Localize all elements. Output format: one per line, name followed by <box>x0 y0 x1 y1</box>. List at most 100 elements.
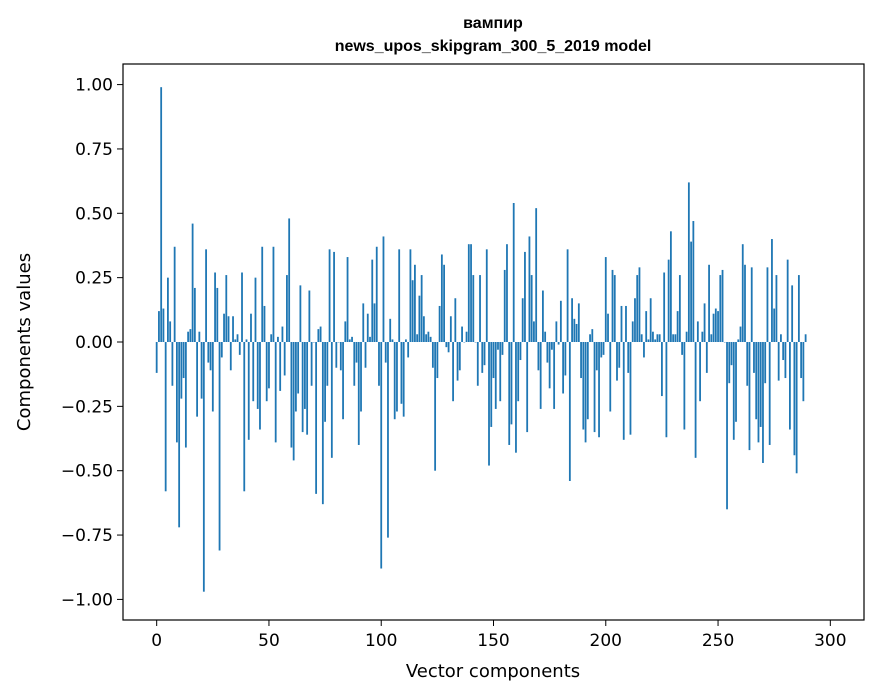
bar <box>295 342 297 412</box>
bar <box>515 342 517 453</box>
bar <box>488 342 490 466</box>
bar <box>232 316 234 342</box>
bar <box>405 339 407 342</box>
bar <box>802 342 805 402</box>
bar <box>640 334 643 342</box>
bar <box>533 321 535 342</box>
bar <box>250 313 252 342</box>
bar <box>737 339 740 342</box>
bar <box>636 275 639 342</box>
bar <box>335 342 338 368</box>
bar <box>499 342 502 402</box>
bar <box>564 342 567 376</box>
bar <box>683 342 686 430</box>
bar <box>573 318 576 342</box>
bar <box>364 342 367 368</box>
bar <box>528 236 531 342</box>
x-tick-label: 300 <box>814 631 846 651</box>
bar <box>667 259 670 342</box>
bar <box>730 342 733 366</box>
bar <box>236 334 239 342</box>
bar <box>456 342 459 381</box>
bar <box>193 287 196 342</box>
x-tick-label: 200 <box>590 631 622 651</box>
bar <box>645 311 648 342</box>
bar <box>447 342 450 353</box>
bar <box>795 342 798 474</box>
bar <box>344 321 347 342</box>
bar <box>418 295 421 342</box>
bar <box>434 342 437 471</box>
bar <box>443 264 445 342</box>
bar <box>753 342 755 373</box>
chart-subtitle: news_upos_skipgram_300_5_2019 model <box>335 38 652 55</box>
bar <box>717 311 719 342</box>
bar <box>586 342 589 420</box>
bar <box>681 342 684 355</box>
bar <box>490 342 493 427</box>
bar <box>277 336 279 342</box>
bar <box>261 246 264 342</box>
bar <box>366 313 369 342</box>
bar <box>506 244 508 342</box>
bar <box>436 342 439 379</box>
bar <box>479 275 481 342</box>
bar <box>703 303 706 342</box>
bar <box>324 342 326 422</box>
bar <box>440 254 443 342</box>
bar <box>225 275 228 342</box>
bar <box>524 251 526 342</box>
bar <box>454 298 457 342</box>
bar <box>321 342 324 505</box>
bar <box>348 339 351 342</box>
y-tick-label: 0.25 <box>75 269 113 289</box>
x-tick-label: 150 <box>477 631 509 651</box>
bar <box>189 329 192 342</box>
bar <box>308 290 311 342</box>
bar <box>198 331 201 342</box>
bar <box>182 342 185 379</box>
bar <box>544 331 547 342</box>
bar <box>741 244 744 342</box>
bar <box>699 342 701 402</box>
bar <box>357 342 360 445</box>
bar <box>283 342 286 376</box>
bar <box>692 221 695 342</box>
bar <box>744 264 746 342</box>
bar <box>391 339 394 342</box>
bar <box>263 305 266 342</box>
bar <box>378 342 380 386</box>
bar <box>256 342 259 409</box>
bar <box>690 241 692 342</box>
bar <box>214 272 216 342</box>
bar <box>458 342 461 371</box>
bar <box>634 298 636 342</box>
bar <box>476 342 479 386</box>
bar <box>259 342 261 430</box>
bar <box>548 342 551 389</box>
bar <box>571 298 573 342</box>
bar <box>780 334 782 342</box>
bar <box>200 342 203 399</box>
bar <box>209 342 212 371</box>
bar <box>191 223 194 342</box>
bar <box>303 342 306 409</box>
bar <box>218 342 221 551</box>
bar <box>234 339 237 342</box>
bar <box>609 342 612 412</box>
bar <box>728 342 731 384</box>
bar <box>595 342 598 371</box>
bar <box>694 342 697 458</box>
bar <box>353 342 356 386</box>
bar <box>582 342 585 430</box>
bar <box>211 342 214 412</box>
bar <box>465 331 468 342</box>
bar <box>160 87 163 342</box>
y-tick-label: −0.25 <box>61 397 113 417</box>
bar <box>485 249 488 342</box>
bar <box>559 300 562 342</box>
plot-frame <box>122 63 865 621</box>
bar <box>537 342 540 371</box>
bar <box>425 334 428 342</box>
bar <box>301 342 304 433</box>
